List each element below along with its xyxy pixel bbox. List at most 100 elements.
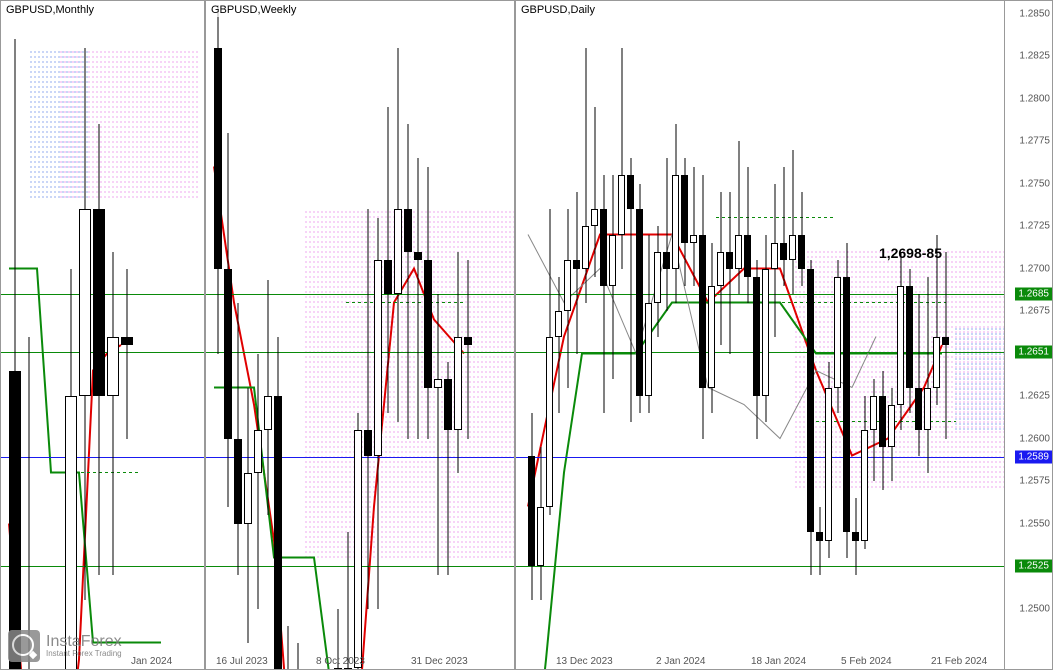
candle [762, 235, 769, 422]
candle [888, 388, 895, 482]
candle [771, 184, 778, 337]
panel-daily[interactable]: GBPUSD,Daily 1,2698-85 13 Dec 2023 2 Jan … [515, 0, 1005, 670]
candle [404, 124, 412, 439]
candle [254, 354, 262, 609]
candle [654, 226, 661, 337]
candle [708, 243, 715, 413]
panel-weekly[interactable]: GBPUSD,Weekly 16 Jul 20238 Oct 202331 De… [205, 0, 515, 670]
candle [690, 167, 697, 286]
candle [555, 277, 562, 413]
candle [591, 107, 598, 277]
candle [394, 48, 402, 422]
candle [834, 260, 841, 413]
candle [789, 150, 796, 295]
candle [414, 158, 422, 439]
ytick: 1.2550 [1019, 518, 1050, 529]
candle [879, 371, 886, 490]
price-level-line [516, 566, 1004, 567]
candle [434, 294, 442, 575]
ytick: 1.2750 [1019, 178, 1050, 189]
candle [744, 167, 751, 303]
candle [224, 133, 232, 507]
candle [528, 413, 535, 600]
candle [672, 124, 679, 303]
candle [897, 252, 904, 431]
xlabel: 8 Oct 2023 [316, 656, 365, 667]
xlabel: 5 Feb 2024 [841, 656, 892, 667]
candle [717, 192, 724, 345]
ytick: 1.2600 [1019, 433, 1050, 444]
candle [861, 396, 868, 549]
ytick: 1.2625 [1019, 391, 1050, 402]
candle [23, 337, 35, 670]
candle [274, 337, 282, 670]
candle [798, 192, 805, 286]
panel-title-weekly: GBPUSD,Weekly [209, 3, 298, 17]
candle [65, 269, 77, 670]
candle [582, 48, 589, 303]
candle [726, 192, 733, 354]
candle [264, 280, 272, 515]
candle [284, 626, 292, 670]
ytick: 1.2725 [1019, 221, 1050, 232]
candle [364, 209, 372, 609]
panel-monthly[interactable]: GBPUSD,Monthly Jan 2024 [0, 0, 205, 670]
candle [942, 252, 949, 439]
chart-container: GBPUSD,Monthly Jan 2024 GBPUSD,Weekly 16… [0, 0, 1053, 670]
logo-brand: InstaForex [46, 634, 122, 650]
panel-title-monthly: GBPUSD,Monthly [4, 3, 96, 17]
candle [444, 362, 452, 575]
candle [699, 175, 706, 439]
candle [234, 303, 242, 575]
candle [546, 209, 553, 515]
candle [825, 362, 832, 558]
candle [852, 498, 859, 575]
candle [464, 260, 472, 439]
xlabel: 21 Feb 2024 [931, 656, 987, 667]
ytick: 1.2700 [1019, 263, 1050, 274]
price-tag: 1.2589 [1015, 451, 1052, 464]
candle [344, 532, 352, 670]
price-annotation: 1,2698-85 [879, 245, 942, 261]
ytick: 1.2800 [1019, 93, 1050, 104]
candle [537, 447, 544, 600]
candle [636, 184, 643, 414]
candle [609, 175, 616, 379]
candle [645, 235, 652, 414]
xlabel: 2 Jan 2024 [656, 656, 706, 667]
ytick: 1.2575 [1019, 476, 1050, 487]
candle [816, 507, 823, 575]
candle [735, 141, 742, 294]
candle [600, 175, 607, 413]
candle [807, 260, 814, 575]
ytick: 1.2500 [1019, 603, 1050, 614]
candle [870, 379, 877, 481]
candle [906, 269, 913, 414]
xlabel: 31 Dec 2023 [411, 656, 468, 667]
price-tag: 1.2685 [1015, 288, 1052, 301]
candle [573, 192, 580, 354]
candle [564, 209, 571, 388]
xlabel: 13 Dec 2023 [556, 656, 613, 667]
candle [681, 158, 688, 286]
ytick: 1.2775 [1019, 136, 1050, 147]
candle [384, 107, 392, 413]
watermark-logo: InstaForex Instant Forex Trading [8, 630, 122, 662]
logo-text: InstaForex Instant Forex Trading [46, 634, 122, 658]
xlabel: 18 Jan 2024 [751, 656, 806, 667]
candle [753, 260, 760, 439]
candle [214, 5, 222, 354]
candle [663, 158, 670, 311]
candle [843, 243, 850, 558]
candle [924, 277, 931, 473]
candle [354, 413, 362, 670]
logo-icon [8, 630, 40, 662]
logo-tag: Instant Forex Trading [46, 650, 122, 658]
candle [374, 218, 382, 609]
panel-title-daily: GBPUSD,Daily [519, 3, 597, 17]
y-axis: 1.28501.28251.28001.27751.27501.27251.27… [1005, 0, 1053, 670]
candle [780, 167, 787, 286]
candle [627, 158, 634, 422]
candle [93, 124, 105, 575]
candle [454, 252, 462, 473]
